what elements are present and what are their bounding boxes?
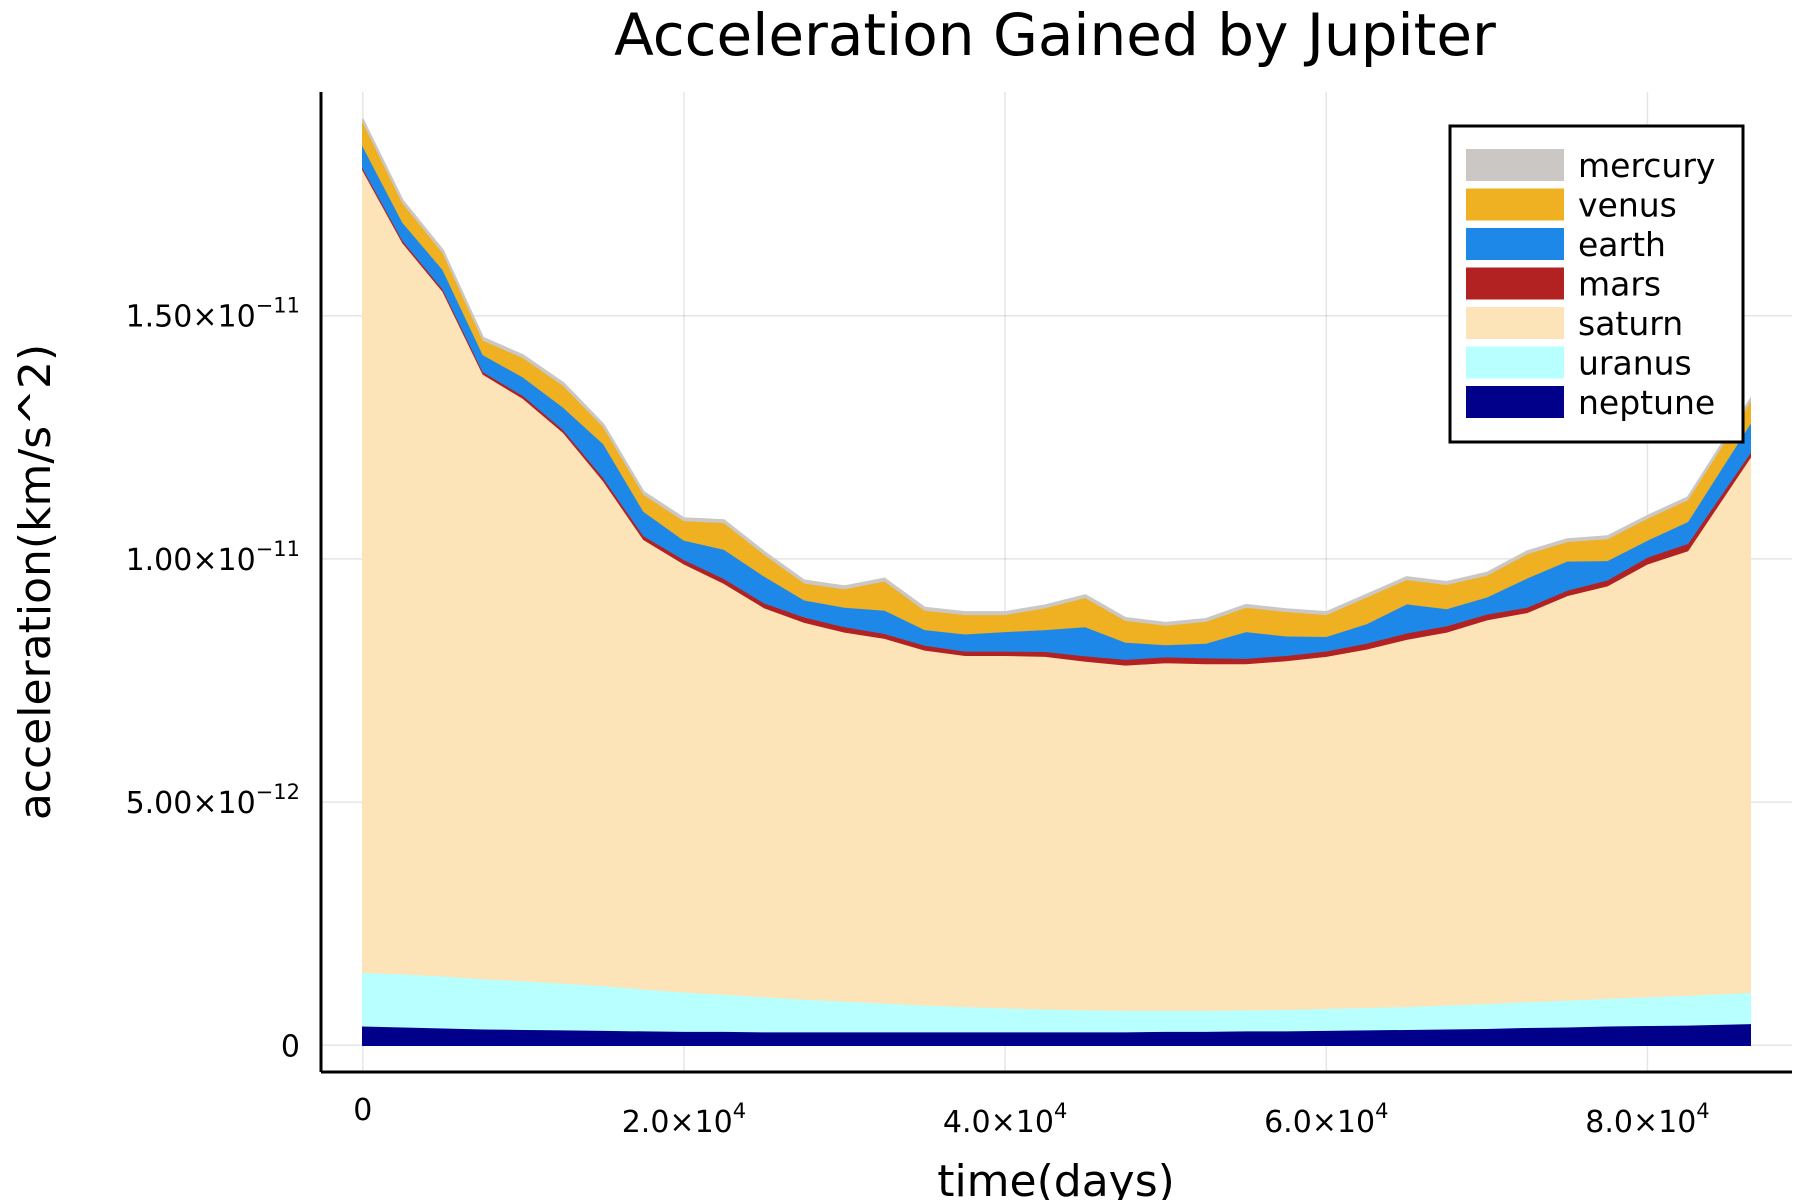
axes: [319, 92, 1792, 1074]
y-tick-label-3: 1.50×10−11: [126, 294, 300, 335]
x-tick-labels: 0 2.0×104 4.0×104 6.0×104 8.0×104: [353, 1093, 1709, 1140]
y-axis-label: acceleration(km/s^2): [10, 344, 61, 820]
legend-label-uranus: uranus: [1578, 344, 1692, 383]
legend-label-earth: earth: [1578, 225, 1666, 264]
chart-title: Acceleration Gained by Jupiter: [614, 1, 1496, 69]
legend-label-mercury: mercury: [1578, 146, 1715, 185]
x-tick-label-3: 6.0×104: [1264, 1099, 1388, 1140]
x-tick-exponent-3: 4: [1375, 1099, 1388, 1123]
area-mercury: [362, 118, 1751, 626]
y-tick-label-1: 5.00×10−12: [126, 780, 300, 821]
legend-swatch-earth: [1466, 228, 1564, 260]
legend-swatch-venus: [1466, 188, 1564, 221]
y-tick-label-0: 0: [281, 1029, 300, 1064]
legend-label-saturn: saturn: [1578, 304, 1683, 343]
x-axis-label: time(days): [937, 1156, 1175, 1200]
y-tick-labels: 0 5.00×10−12 1.00×10−11 1.50×10−11: [126, 294, 300, 1065]
y-tick-exponent-2: −11: [256, 537, 300, 561]
y-tick-label-2: 1.00×10−11: [126, 537, 300, 578]
x-tick-label-0: 0: [353, 1093, 372, 1128]
legend-swatch-neptune: [1466, 386, 1564, 418]
legend-swatch-saturn: [1466, 307, 1564, 339]
stacked-areas: [362, 118, 1751, 1046]
x-tick-label-4: 8.0×104: [1585, 1099, 1709, 1140]
y-tick-exponent-1: −12: [256, 780, 300, 804]
x-tick-exponent-2: 4: [1054, 1099, 1067, 1123]
legend-label-venus: venus: [1578, 186, 1677, 225]
legend-label-neptune: neptune: [1578, 383, 1715, 422]
legend-swatch-mercury: [1466, 149, 1564, 181]
x-tick-exponent-1: 4: [733, 1099, 746, 1123]
legend-label-mars: mars: [1578, 265, 1661, 304]
legend-swatch-uranus: [1466, 346, 1564, 379]
y-tick-exponent-3: −11: [256, 294, 300, 318]
x-tick-label-2: 4.0×104: [943, 1099, 1067, 1140]
legend-swatch-mars: [1466, 267, 1564, 300]
x-tick-exponent-4: 4: [1696, 1099, 1709, 1123]
x-tick-label-1: 2.0×104: [622, 1099, 746, 1140]
